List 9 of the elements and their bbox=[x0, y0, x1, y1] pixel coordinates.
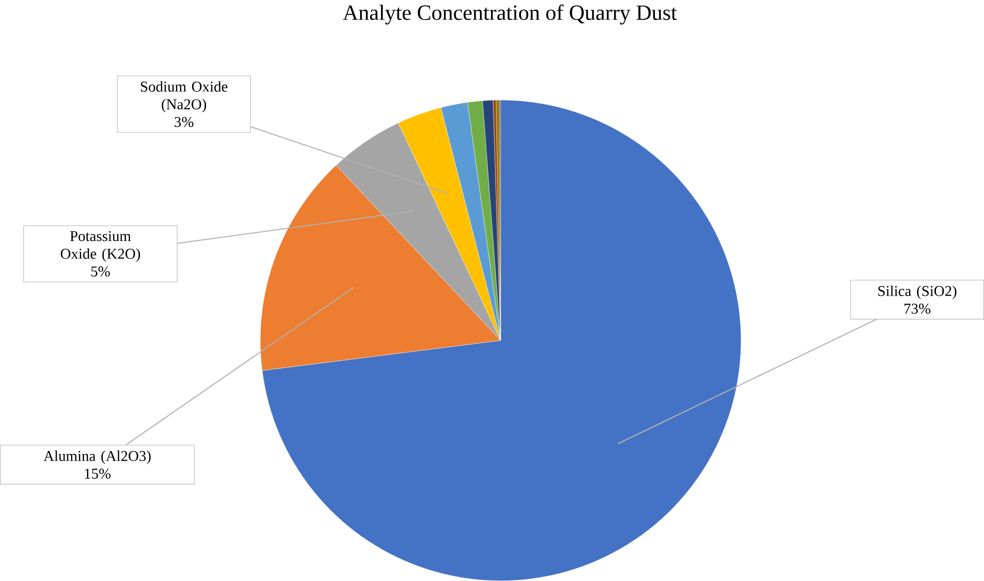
slice-label: Potassium Oxide (K2O) bbox=[60, 231, 140, 262]
chart-title: Analyte Concentration of Quarry Dust bbox=[342, 4, 677, 25]
slice-label: Alumina (Al2O3) bbox=[44, 450, 151, 464]
data-label: 73% bbox=[904, 304, 930, 314]
data-label: 5% bbox=[91, 266, 110, 277]
data-label: 15% bbox=[84, 468, 111, 479]
slice-label: Silica (SiO2) bbox=[878, 286, 956, 300]
slice-label: Sodium Oxide (Na2O) bbox=[140, 81, 228, 112]
data-label: 3% bbox=[174, 116, 194, 128]
